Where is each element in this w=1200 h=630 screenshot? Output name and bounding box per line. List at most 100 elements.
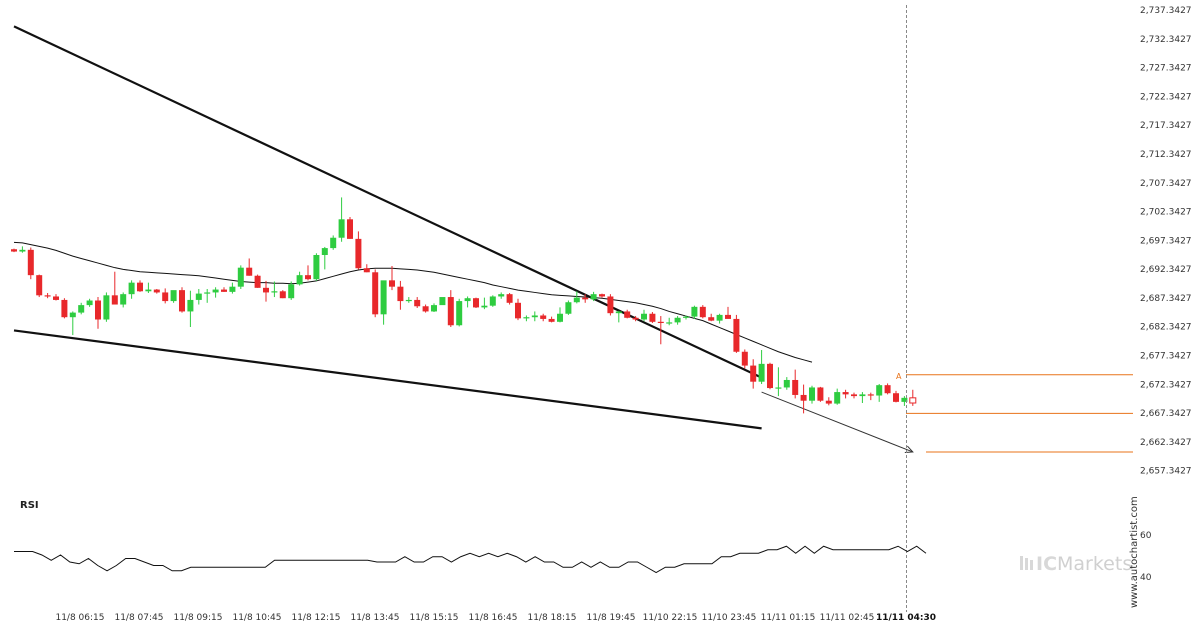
- y-axis-labels: 2,737.3427 2,732.3427 2,727.3427 2,722.3427…: [1140, 6, 1192, 477]
- y-tick-label: 2,692.3427: [1140, 265, 1192, 275]
- candle: [372, 269, 379, 318]
- candle: [447, 290, 454, 327]
- x-tick-label: 11/10 22:15: [643, 613, 698, 623]
- candle: [725, 306, 731, 319]
- candle: [170, 290, 177, 303]
- x-tick-label: 11/8 16:45: [468, 613, 517, 623]
- candle: [767, 362, 773, 390]
- candle: [523, 315, 530, 322]
- candle: [489, 295, 496, 307]
- moving-average: [13, 241, 813, 363]
- y-tick-label: 2,667.3427: [1140, 409, 1192, 419]
- price-levels: [906, 374, 1133, 453]
- candle: [69, 311, 76, 336]
- candle: [557, 307, 563, 323]
- candle: [61, 298, 68, 319]
- rsi-polyline: [14, 545, 927, 574]
- candle: [674, 316, 681, 325]
- candle: [615, 310, 622, 323]
- candle: [288, 281, 295, 300]
- candle: [439, 297, 446, 306]
- rsi-label: RSI: [20, 500, 39, 511]
- candle: [909, 389, 917, 406]
- candle: [842, 389, 849, 399]
- brand-markets: Markets: [1057, 553, 1132, 575]
- candles: [11, 197, 917, 414]
- candle: [246, 258, 253, 276]
- candle: [145, 282, 152, 294]
- candle: [498, 292, 505, 299]
- candle: [128, 280, 135, 299]
- candle: [397, 280, 404, 310]
- y-tick-label: 2,727.3427: [1140, 64, 1192, 74]
- x-tick-label: 11/11 01:15: [761, 613, 816, 623]
- x-tick-label: 11/8 19:45: [586, 613, 635, 623]
- candle: [691, 305, 698, 319]
- candle: [204, 288, 211, 303]
- candle: [800, 384, 807, 414]
- x-tick-label: 11/8 13:45: [350, 613, 399, 623]
- candle: [179, 287, 185, 313]
- candle: [305, 265, 311, 281]
- candle: [153, 288, 160, 294]
- current-marker-label: A: [896, 372, 902, 381]
- candle: [859, 392, 866, 404]
- candle: [380, 280, 387, 325]
- candle: [78, 302, 85, 315]
- candle: [263, 280, 269, 302]
- candle: [851, 392, 857, 399]
- candle: [666, 317, 673, 326]
- support-trendline: [13, 329, 762, 430]
- candle: [825, 397, 832, 406]
- candle: [11, 248, 17, 253]
- brand-mark-icon: [1025, 558, 1028, 570]
- projection-line: [761, 391, 913, 453]
- candle: [103, 292, 110, 322]
- candle: [229, 282, 236, 294]
- rsi-level-40: 40: [1140, 573, 1152, 583]
- y-tick-label: 2,737.3427: [1140, 6, 1192, 16]
- y-tick-label: 2,722.3427: [1140, 92, 1192, 102]
- candle: [27, 247, 34, 280]
- candle: [599, 293, 605, 298]
- x-axis-labels: 11/8 06:15 11/8 07:45 11/8 09:15 11/8 10:45…: [55, 613, 936, 623]
- candle: [834, 388, 841, 405]
- candle: [363, 264, 370, 273]
- candle: [716, 313, 723, 324]
- moving-average-line: [13, 241, 813, 363]
- y-tick-label: 2,672.3427: [1140, 380, 1192, 390]
- y-tick-label: 2,682.3427: [1140, 323, 1192, 333]
- candle: [582, 294, 589, 303]
- x-tick-label: 11/11 04:30: [876, 613, 936, 623]
- candle: [548, 316, 555, 323]
- candle: [414, 297, 421, 308]
- candle: [355, 231, 362, 270]
- x-tick-label: 11/8 06:15: [55, 613, 104, 623]
- candle: [137, 280, 143, 292]
- candle: [95, 297, 101, 329]
- candle: [649, 312, 656, 323]
- site-watermark: www.autochartist.com: [1129, 496, 1140, 608]
- candle: [792, 369, 799, 399]
- y-tick-label: 2,717.3427: [1140, 121, 1192, 131]
- candle: [212, 287, 219, 298]
- candle: [632, 316, 639, 322]
- y-tick-label: 2,697.3427: [1140, 236, 1192, 246]
- candle: [683, 315, 689, 320]
- x-tick-label: 11/8 10:45: [232, 613, 281, 623]
- x-tick-label: 11/8 07:45: [114, 613, 163, 623]
- candle: [321, 246, 328, 270]
- y-tick-label: 2,732.3427: [1140, 35, 1192, 45]
- candle: [195, 288, 202, 305]
- candle: [456, 298, 463, 327]
- x-tick-label: 11/8 09:15: [173, 613, 222, 623]
- x-tick-label: 11/8 12:15: [291, 613, 340, 623]
- rsi-level-60: 60: [1140, 531, 1152, 541]
- candle: [338, 197, 345, 242]
- candle: [817, 386, 824, 402]
- candle: [531, 311, 538, 322]
- candle: [473, 297, 479, 308]
- y-tick-label: 2,677.3427: [1140, 352, 1192, 362]
- candle: [624, 309, 631, 319]
